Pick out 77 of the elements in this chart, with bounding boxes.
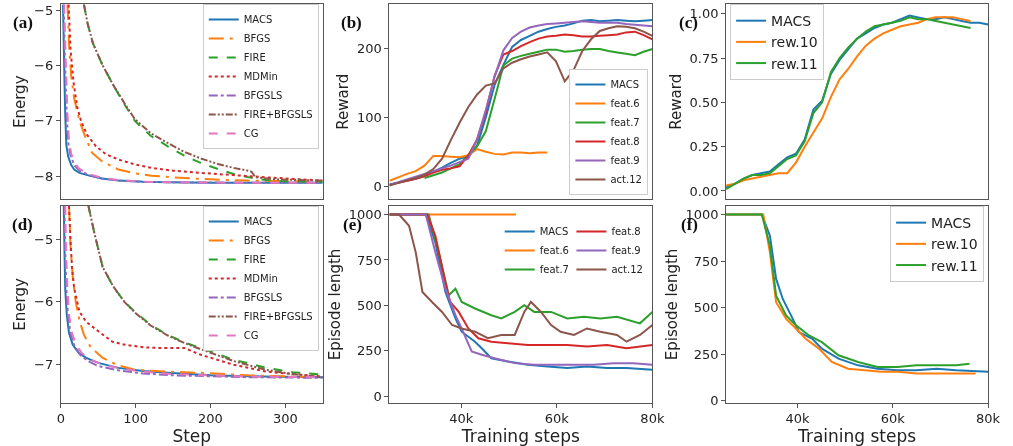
text: (a) [13,13,33,32]
legend-label: BFGSLS [243,292,283,304]
legend-label: act.12 [611,264,643,276]
y-axis-title: Reward [334,73,353,130]
y-axis-title: Episode length [662,248,681,361]
x-tick-label: 0 [56,411,65,427]
y-tick-label: −7 [34,356,54,372]
legend-label: MACS [610,79,640,91]
text: (d) [12,215,33,234]
legend-label: feat.8 [611,226,641,238]
legend-label: rew.11 [771,55,818,72]
legend-label: feat.6 [610,98,640,110]
x-axis-title: Training steps [797,426,917,446]
legend-label: feat.7 [610,117,640,129]
legend-label: feat.9 [611,245,641,257]
legend-label: act.12 [610,174,642,186]
x-tick-label: 40k [785,411,811,427]
x-tick-label: 60k [880,411,906,427]
legend-label: MACS [931,215,972,232]
legend-label: FIRE+BFGSLS [243,311,313,323]
y-tick-label: −6 [34,58,54,74]
y-tick-label: 500 [693,300,719,316]
legend-label: MDMin [243,273,278,285]
x-tick-label: 200 [198,411,223,427]
y-axis-title: Episode length [326,248,345,361]
legend-label: rew.11 [931,257,978,274]
x-axis-title: Training steps [460,426,581,446]
x-tick-label: 100 [123,411,149,427]
legend-label: feat.6 [539,245,569,257]
y-tick-label: −5 [34,232,54,248]
x-axis-title: Step [172,426,212,446]
y-tick-label: 750 [357,252,382,268]
y-axis-title: Reward [666,73,685,130]
y-tick-label: −6 [34,294,54,310]
legend-label: BFGS [243,235,271,247]
legend-label: MACS [539,226,569,238]
legend-label: feat.9 [610,155,640,167]
y-tick-label: 200 [357,40,382,56]
y-tick-label: −5 [34,2,54,18]
line-series [389,148,549,182]
legend-label: FIRE [243,254,266,266]
legend-label: rew.10 [771,34,818,51]
text: (b) [341,13,362,32]
legend-label: CG [243,330,259,342]
y-tick-label: 250 [693,346,719,362]
y-tick-label: 500 [357,297,382,313]
y-tick-label: 0.50 [689,94,719,110]
x-tick-label: 40k [449,411,474,427]
legend-label: rew.10 [931,236,978,253]
y-axis-title: Energy [11,278,30,331]
x-tick-label: 300 [272,411,298,427]
legend-label: BFGSLS [243,90,283,102]
legend-label: CG [243,128,259,140]
y-tick-label: 0.75 [689,50,719,66]
y-tick-label: 0 [373,178,382,194]
y-tick-label: 0 [710,393,719,409]
x-tick-label: 80k [976,411,1001,427]
legend-label: MACS [771,13,812,30]
legend-label: MACS [243,14,273,26]
legend-label: FIRE+BFGSLS [243,109,313,121]
legend-label: MACS [243,216,273,228]
y-tick-label: 100 [357,109,382,125]
legend-label: MDMin [243,71,278,83]
y-tick-label: 0.25 [689,139,719,155]
y-tick-label: 750 [693,253,719,269]
y-tick-label: −7 [34,113,54,129]
y-tick-label: 0 [373,388,382,404]
y-tick-label: 0.00 [689,183,719,199]
legend-label: FIRE [243,52,266,64]
y-axis-title: Energy [11,75,30,129]
legend-label: BFGS [243,33,271,45]
legend-label: feat.8 [610,136,640,148]
y-tick-label: 250 [357,343,382,359]
legend-label: feat.7 [539,264,569,276]
y-tick-label: −8 [34,168,54,184]
x-tick-label: 60k [544,411,570,427]
x-tick-label: 80k [640,411,665,427]
